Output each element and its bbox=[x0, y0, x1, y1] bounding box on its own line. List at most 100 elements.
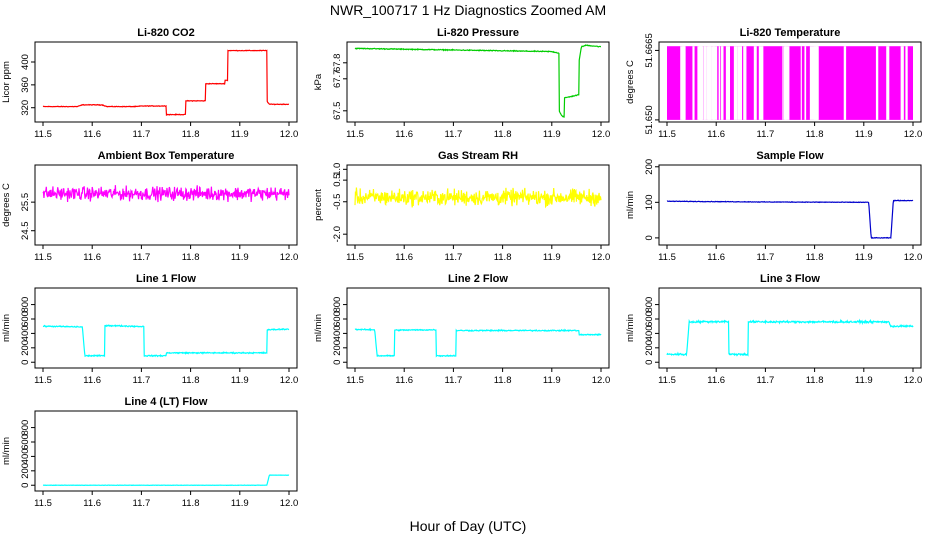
series-gap bbox=[804, 46, 807, 120]
y-tick-label: 51.6665 bbox=[644, 33, 655, 67]
x-tick-label: 11.6 bbox=[83, 375, 101, 386]
y-axis-label: degrees C bbox=[1, 183, 12, 227]
x-tick-label: 11.7 bbox=[133, 498, 151, 509]
x-tick-label: 11.8 bbox=[182, 252, 200, 263]
plot-frame bbox=[346, 41, 610, 123]
y-tick-label: 400 bbox=[20, 54, 31, 70]
plot-frame bbox=[658, 41, 922, 123]
y-tick-label: 1.0 bbox=[332, 163, 343, 176]
x-tick-label: 11.9 bbox=[543, 129, 561, 140]
y-tick-label: 400 bbox=[20, 448, 31, 464]
y-axis-label: ml/min bbox=[313, 314, 324, 342]
plot-frame bbox=[658, 287, 922, 369]
series-gap bbox=[743, 46, 747, 120]
plot-frame bbox=[34, 164, 298, 246]
panel-0: Li-820 CO2 11.5 11.6 11.7 11.8 11.9 12.0 320 360… bbox=[1, 27, 298, 140]
series-line bbox=[666, 199, 914, 239]
panel-7: Line 2 Flow 11.5 11.6 11.7 11.8 11.9 12.0 0 2004… bbox=[313, 273, 610, 386]
y-tick-label: 0 bbox=[644, 360, 655, 365]
y-tick-label: 0 bbox=[644, 235, 655, 240]
series-gap bbox=[886, 46, 890, 120]
x-tick-label: 12.0 bbox=[280, 498, 299, 509]
panel-title: Line 1 Flow bbox=[136, 273, 196, 285]
y-tick-label: 600 bbox=[20, 311, 31, 327]
x-tick-label: 11.5 bbox=[346, 375, 364, 386]
series-gap bbox=[905, 46, 908, 120]
y-tick-label: -2.0 bbox=[332, 226, 343, 242]
y-tick-label: 400 bbox=[20, 325, 31, 341]
series-gap bbox=[785, 46, 790, 120]
y-tick-label: 800 bbox=[644, 297, 655, 313]
series-gap bbox=[697, 46, 703, 120]
series-gap bbox=[875, 46, 879, 120]
figure-x-axis-label: Hour of Day (UTC) bbox=[410, 518, 527, 534]
x-tick-label: 11.9 bbox=[543, 375, 561, 386]
panel-title: Li-820 Pressure bbox=[437, 27, 519, 39]
y-tick-label: 800 bbox=[20, 297, 31, 313]
y-tick-label: 600 bbox=[644, 311, 655, 327]
x-tick-label: 11.6 bbox=[395, 375, 413, 386]
y-tick-label: 24.5 bbox=[20, 221, 31, 240]
panel-title: Line 4 (LT) Flow bbox=[125, 396, 208, 408]
x-tick-label: 11.7 bbox=[133, 129, 151, 140]
x-tick-label: 11.8 bbox=[182, 498, 200, 509]
panel-4: Gas Stream RH 11.5 11.6 11.7 11.8 11.9 12.0 -2.… bbox=[313, 150, 610, 263]
y-tick-label: 0.5 bbox=[332, 174, 343, 187]
y-tick-label: 100 bbox=[644, 194, 655, 210]
series-line bbox=[42, 474, 290, 487]
x-tick-label: 11.9 bbox=[231, 498, 249, 509]
x-tick-label: 11.6 bbox=[83, 129, 101, 140]
y-axis-label: Licor ppm bbox=[1, 61, 12, 103]
panel-6: Line 1 Flow 11.5 11.6 11.7 11.8 11.9 12.0 0 2004… bbox=[1, 273, 298, 386]
y-tick-label: 51.650 bbox=[644, 105, 655, 134]
x-tick-label: 11.9 bbox=[855, 252, 873, 263]
series-gap bbox=[710, 46, 712, 120]
y-tick-label: 360 bbox=[20, 77, 31, 93]
series-line bbox=[42, 324, 290, 358]
x-tick-label: 11.5 bbox=[346, 129, 364, 140]
x-tick-label: 11.6 bbox=[707, 129, 725, 140]
series-gap bbox=[753, 46, 757, 120]
series-gap bbox=[733, 46, 738, 120]
panel-5: Sample Flow 11.5 11.6 11.7 11.8 11.9 12.0 0 100 2… bbox=[625, 150, 922, 263]
series-gap bbox=[712, 46, 718, 120]
y-axis-label: ml/min bbox=[625, 191, 636, 219]
y-tick-label: 200 bbox=[20, 463, 31, 479]
series-gap bbox=[692, 46, 695, 120]
x-tick-label: 11.8 bbox=[806, 375, 824, 386]
x-tick-label: 12.0 bbox=[904, 252, 923, 263]
x-tick-label: 11.8 bbox=[494, 375, 512, 386]
series-gap bbox=[725, 46, 731, 120]
y-tick-label: 600 bbox=[332, 311, 343, 327]
y-tick-label: 67.8 bbox=[332, 54, 343, 73]
y-axis-label: ml/min bbox=[1, 314, 12, 342]
series-gap bbox=[758, 46, 764, 120]
panel-title: Gas Stream RH bbox=[438, 150, 518, 162]
y-tick-label: 200 bbox=[644, 340, 655, 356]
series-gap bbox=[721, 46, 724, 120]
series-gap bbox=[814, 46, 819, 120]
series-gap bbox=[783, 46, 787, 120]
plot-frame bbox=[34, 287, 298, 369]
x-tick-label: 12.0 bbox=[904, 375, 923, 386]
y-tick-label: 200 bbox=[644, 159, 655, 175]
x-tick-label: 11.5 bbox=[34, 375, 52, 386]
y-axis-label: kPa bbox=[313, 73, 324, 90]
plot-frame bbox=[658, 164, 922, 246]
x-tick-label: 11.6 bbox=[707, 252, 725, 263]
panel-8: Line 3 Flow 11.5 11.6 11.7 11.8 11.9 12.0 0 2004… bbox=[625, 273, 922, 386]
x-tick-label: 11.8 bbox=[806, 252, 824, 263]
series-gap bbox=[680, 46, 685, 120]
x-tick-label: 11.5 bbox=[658, 129, 676, 140]
y-axis-label: ml/min bbox=[1, 437, 12, 465]
plot-frame bbox=[346, 164, 610, 246]
series-line bbox=[354, 44, 602, 118]
panel-title: Sample Flow bbox=[756, 150, 824, 162]
x-tick-label: 12.0 bbox=[280, 252, 299, 263]
x-tick-label: 11.8 bbox=[494, 129, 512, 140]
x-tick-label: 11.6 bbox=[83, 498, 101, 509]
x-tick-label: 11.9 bbox=[855, 129, 873, 140]
y-tick-label: 320 bbox=[20, 100, 31, 116]
x-tick-label: 11.8 bbox=[806, 129, 824, 140]
